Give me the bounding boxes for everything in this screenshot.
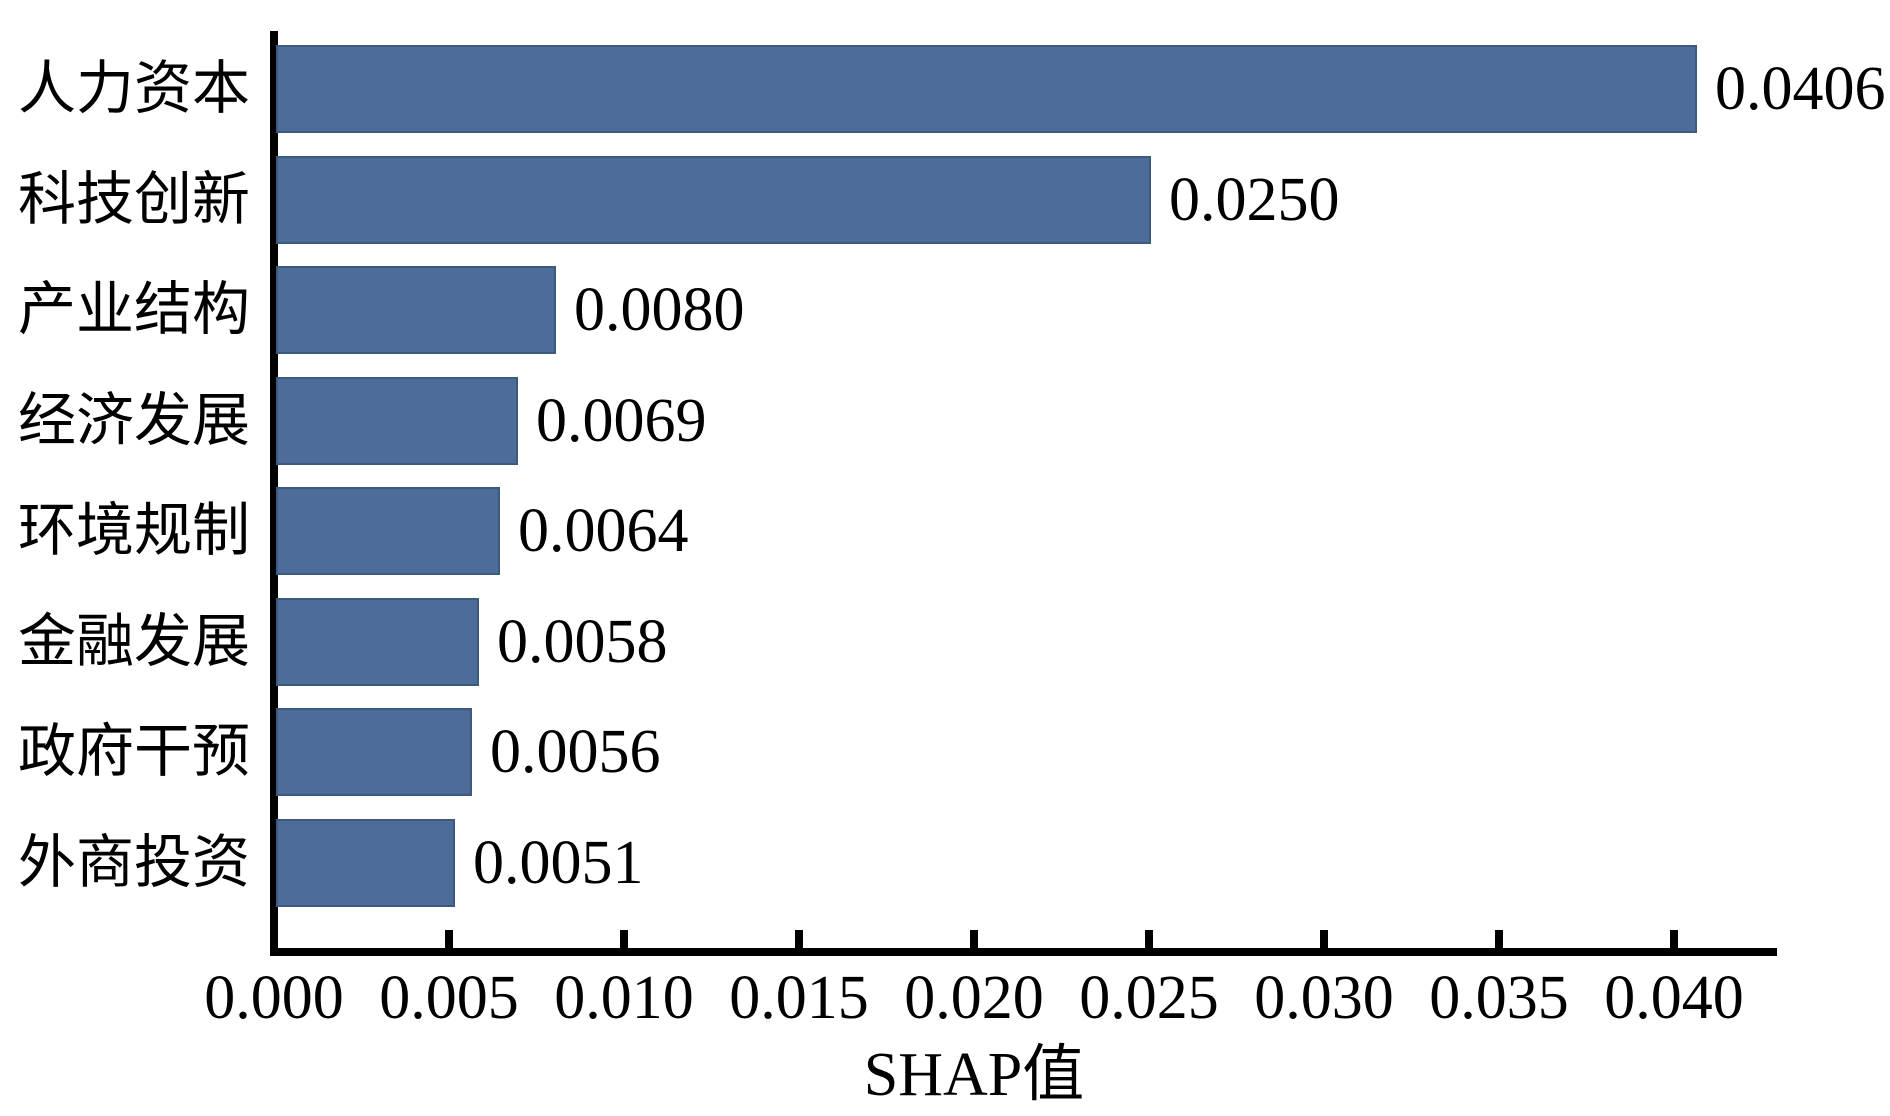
value-label: 0.0250 <box>1169 165 1340 234</box>
bar <box>276 487 500 575</box>
x-tick-label: 0.005 <box>379 964 519 1032</box>
x-tick <box>1670 930 1678 948</box>
x-tick <box>795 930 803 948</box>
x-tick-label: 0.030 <box>1254 964 1394 1032</box>
category-label: 科技创新 <box>17 166 250 232</box>
category-label: 人力资本 <box>17 56 250 121</box>
x-tick <box>970 930 978 948</box>
value-label: 0.0056 <box>490 718 661 786</box>
bar <box>276 155 1151 244</box>
bar <box>276 597 479 686</box>
x-tick-label: 0.010 <box>554 964 694 1032</box>
bar <box>276 708 472 796</box>
value-label: 0.0051 <box>473 828 644 897</box>
category-label: 金融发展 <box>17 608 250 674</box>
x-tick <box>445 930 453 948</box>
category-label: 政府干预 <box>17 719 250 784</box>
value-label: 0.0080 <box>574 276 745 344</box>
x-tick <box>1495 930 1503 948</box>
category-label: 产业结构 <box>17 277 250 342</box>
x-tick-label: 0.035 <box>1429 964 1569 1032</box>
category-label: 经济发展 <box>17 387 250 453</box>
x-tick-label: 0.015 <box>729 964 869 1032</box>
x-axis-title: SHAP值 <box>863 1041 1085 1109</box>
x-tick-label: 0.025 <box>1079 964 1219 1032</box>
bar <box>276 818 455 907</box>
x-axis-line <box>270 948 1777 956</box>
value-label: 0.0406 <box>1715 55 1886 123</box>
x-tick <box>270 930 278 948</box>
category-label: 外商投资 <box>17 829 250 895</box>
value-label: 0.0058 <box>497 607 668 676</box>
bar <box>276 376 518 465</box>
x-tick <box>620 930 628 948</box>
category-label: 环境规制 <box>17 498 250 563</box>
value-label: 0.0064 <box>518 497 689 565</box>
x-tick-label: 0.000 <box>204 964 344 1032</box>
value-label: 0.0069 <box>536 386 707 455</box>
x-tick-label: 0.040 <box>1604 964 1744 1032</box>
x-tick-label: 0.020 <box>904 964 1044 1032</box>
bar <box>276 266 556 354</box>
x-tick <box>1320 930 1328 948</box>
x-tick <box>1145 930 1153 948</box>
bar <box>276 45 1697 133</box>
y-axis-line <box>270 31 278 956</box>
